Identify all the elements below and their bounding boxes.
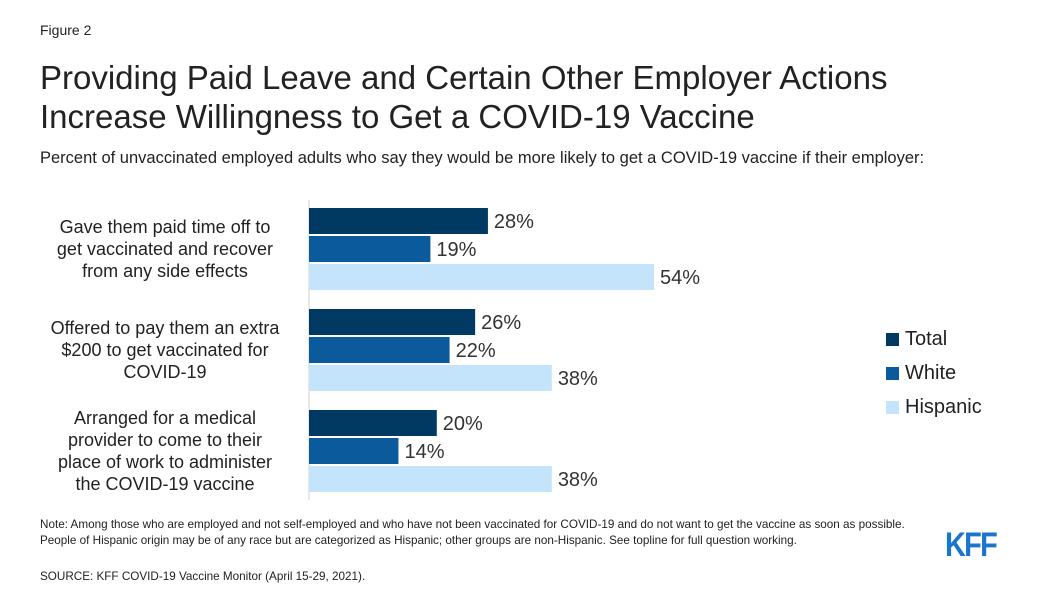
bar-hispanic xyxy=(309,466,552,492)
legend-item: Total xyxy=(886,328,947,351)
category-label-line: the COVID-19 vaccine xyxy=(75,474,255,494)
legend-item: White xyxy=(886,362,956,385)
chart-subtitle: Percent of unvaccinated employed adults … xyxy=(40,149,925,167)
legend-item: Hispanic xyxy=(886,396,982,419)
data-label: 20% xyxy=(443,413,483,435)
bar-total xyxy=(309,208,488,234)
kff-logo: KFF xyxy=(945,526,998,564)
bar-white xyxy=(309,236,431,262)
legend-swatch xyxy=(886,401,899,414)
data-label: 38% xyxy=(558,368,598,390)
category-label: Offered to pay them an extra $200 to get … xyxy=(35,317,295,383)
category-label: Gave them paid time off to get vaccinated… xyxy=(35,216,295,282)
category-label-line: place of work to administer xyxy=(57,452,273,472)
category-label-line: Arranged for a medical xyxy=(73,408,257,428)
legend-swatch xyxy=(886,367,899,380)
source: SOURCE: KFF COVID-19 Vaccine Monitor (Ap… xyxy=(40,570,366,583)
bar-hispanic xyxy=(309,365,552,391)
data-label: 38% xyxy=(558,469,598,491)
data-label: 28% xyxy=(494,211,534,233)
legend-label: Hispanic xyxy=(905,396,982,418)
category-label-line: get vaccinated and recover xyxy=(56,239,274,259)
data-label: 19% xyxy=(436,239,476,261)
category-label-line: provider to come to their xyxy=(67,430,263,450)
category-label-line: Offered to pay them an extra xyxy=(50,318,280,338)
category-label-line: $200 to get vaccinated for xyxy=(61,340,269,360)
note: Note: Among those who are employed and n… xyxy=(40,518,905,547)
legend-label: White xyxy=(905,362,957,384)
category-label-line: COVID-19 xyxy=(123,362,207,382)
category-label-line: from any side effects xyxy=(82,261,248,281)
bar-total xyxy=(309,410,437,436)
legend-swatch xyxy=(886,333,899,346)
bar-white xyxy=(309,438,399,464)
chart-title: Providing Paid Leave and Certain Other E… xyxy=(40,59,888,135)
data-label: 54% xyxy=(660,267,700,289)
category-label: Arranged for a medical provider to come t… xyxy=(35,407,295,495)
category-label-line: Gave them paid time off to xyxy=(59,217,271,237)
data-label: 22% xyxy=(456,340,496,362)
legend-label: Total xyxy=(905,328,948,350)
data-label: 14% xyxy=(404,441,444,463)
bar-white xyxy=(309,337,450,363)
data-label: 26% xyxy=(481,312,521,334)
bar-total xyxy=(309,309,476,335)
figure-label: Figure 2 xyxy=(40,22,92,38)
bar-hispanic xyxy=(309,264,655,290)
